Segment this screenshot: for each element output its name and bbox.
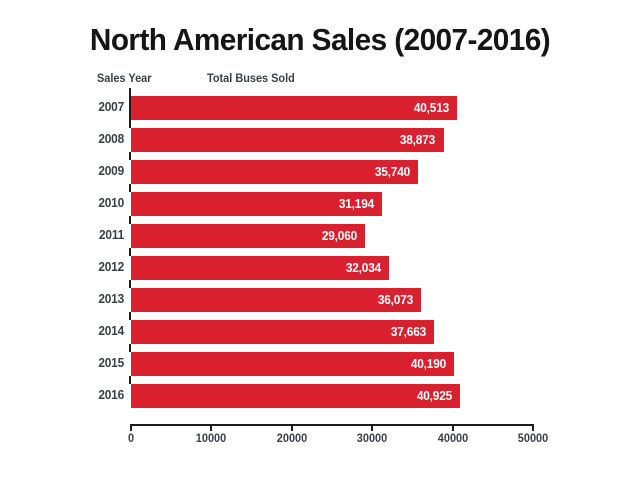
bar-row: 2009 35,740 [0,160,640,184]
y-axis-tick [129,376,131,384]
bar-value-label: 32,034 [345,261,381,275]
y-axis-tick [129,312,131,320]
bar-value-label: 36,073 [377,293,414,307]
x-axis-tick-label: 30000 [356,433,388,445]
bar-value-label: 29,060 [321,229,357,243]
y-axis-tick [129,344,131,352]
bar-value-label: 35,740 [375,165,411,179]
bar: 40,925 [131,384,461,408]
year-label: 2014 [98,324,124,338]
x-axis-tick-label: 20000 [276,433,307,445]
bar-row: 2013 36,073 [0,288,640,312]
y-axis-tick [129,120,131,128]
year-label: 2016 [98,388,124,402]
bar-row: 2010 31,194 [0,192,640,216]
bar-value-label: 40,925 [416,389,453,403]
bar: 40,190 [131,352,455,376]
x-axis-tick-label: 50000 [517,433,549,445]
bar-value-label: 37,663 [390,325,426,339]
bar-row: 2016 40,925 [0,384,640,408]
bar-row: 2015 40,190 [0,352,640,376]
y-axis-tick [129,88,131,120]
x-axis-tick-label: 40000 [437,433,468,445]
x-axis-line [131,424,533,426]
y-axis-tick [129,152,131,160]
column-header-total-buses-sold: Total Buses Sold [207,73,295,85]
y-axis-tick [129,280,131,288]
chart-title: North American Sales (2007-2016) [89,22,551,57]
x-axis-tick [130,424,132,431]
bar-row: 2008 38,873 [0,128,640,152]
x-axis-tick-label: 10000 [196,433,227,445]
year-label: 2009 [98,164,124,178]
bar: 40,513 [131,96,457,120]
x-axis-tick [532,424,534,431]
year-label: 2007 [98,100,124,114]
bar: 37,663 [131,320,434,344]
bar-row: 2014 37,663 [0,320,640,344]
year-label: 2012 [98,260,124,274]
bar-row: 2007 40,513 [0,96,640,120]
bar-value-label: 38,873 [400,133,436,147]
y-axis-tick [129,216,131,224]
bar-value-label: 31,194 [338,197,374,211]
column-header-sales-year: Sales Year [97,73,152,85]
bar: 31,194 [131,192,382,216]
year-label: 2011 [98,228,124,242]
year-label: 2008 [98,132,124,146]
bar: 38,873 [131,128,444,152]
bar: 29,060 [131,224,365,248]
x-axis-tick [451,424,454,431]
bar: 35,740 [131,160,419,184]
bar-value-label: 40,513 [413,101,449,115]
column-header-row: Sales Year Total Buses Sold [0,73,640,89]
x-axis-tick [210,424,213,431]
bar: 32,034 [131,256,389,280]
bar-row: 2011 29,060 [0,224,640,248]
year-label: 2010 [98,196,124,210]
bar: 36,073 [131,288,422,312]
y-axis-tick [129,184,131,192]
y-axis-tick [129,248,131,256]
year-label: 2015 [98,356,124,370]
x-axis-tick-label: 0 [127,433,135,445]
bar-row: 2012 32,034 [0,256,640,280]
year-label: 2013 [98,292,124,306]
bar-value-label: 40,190 [410,357,447,371]
x-axis-tick [290,424,293,431]
x-axis-tick [371,424,374,431]
